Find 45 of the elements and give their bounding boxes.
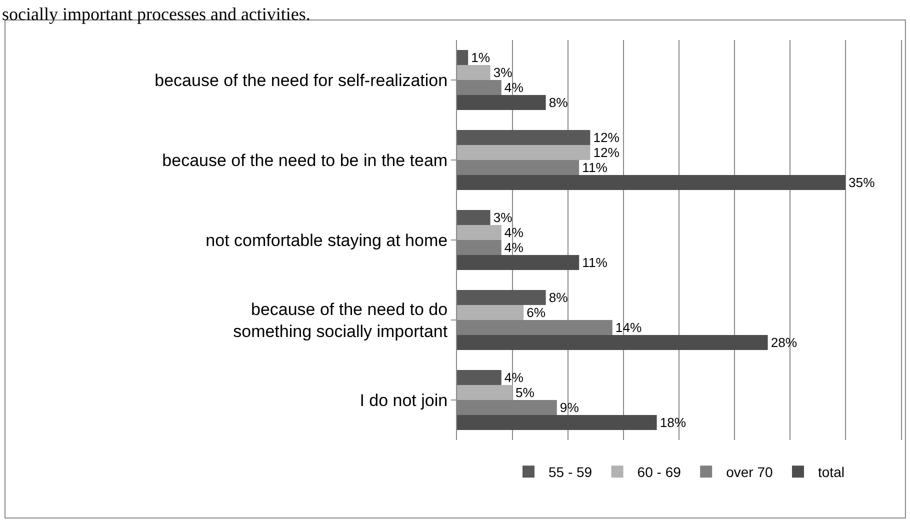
data-label: 9% — [560, 400, 580, 416]
y-tick-label: I do not join — [360, 390, 448, 410]
data-label: 11% — [582, 255, 608, 270]
y-tick-label: not comfortable staying at home — [206, 230, 448, 250]
data-label: 4% — [504, 80, 524, 96]
bar — [457, 50, 468, 65]
data-label: 11% — [582, 160, 608, 176]
data-label: 12% — [593, 130, 620, 146]
bar — [457, 415, 657, 430]
bar — [457, 225, 502, 240]
data-label: 8% — [548, 95, 568, 110]
data-label: 6% — [526, 305, 546, 320]
data-label: 1% — [471, 50, 490, 66]
legend-label: total — [818, 464, 844, 480]
bar — [457, 145, 590, 160]
bar — [457, 335, 768, 350]
data-label: 8% — [548, 290, 568, 306]
legend-label: over 70 — [726, 464, 774, 480]
bar — [457, 290, 546, 305]
legend-label: 60 - 69 — [637, 464, 682, 480]
data-label: 12% — [593, 145, 620, 160]
bar — [457, 95, 546, 110]
data-label: 35% — [848, 175, 876, 190]
data-label: 3% — [493, 65, 513, 80]
text: socially important processes and activities. — [2, 4, 310, 24]
data-label: 14% — [615, 320, 642, 336]
bar — [457, 130, 590, 145]
bar — [457, 65, 490, 80]
y-tick-label: because of the need for self-realization — [154, 70, 448, 90]
bar — [457, 255, 580, 270]
data-label: 28% — [770, 335, 798, 350]
y-tick-label: because of the need to do something socially important — [233, 300, 448, 341]
data-label: 5% — [516, 385, 535, 400]
data-label: 4% — [504, 370, 524, 386]
legend-label: 55 - 59 — [548, 464, 592, 480]
bar — [457, 385, 512, 400]
data-label: 4% — [504, 240, 524, 256]
bar — [457, 305, 524, 320]
data-label: 4% — [504, 225, 524, 240]
data-label: 3% — [493, 210, 513, 226]
bar — [457, 175, 846, 190]
y-tick-label: because of the need to be in the team — [162, 150, 448, 170]
bar — [457, 370, 502, 385]
data-label: 18% — [660, 415, 686, 430]
bar — [457, 210, 490, 225]
